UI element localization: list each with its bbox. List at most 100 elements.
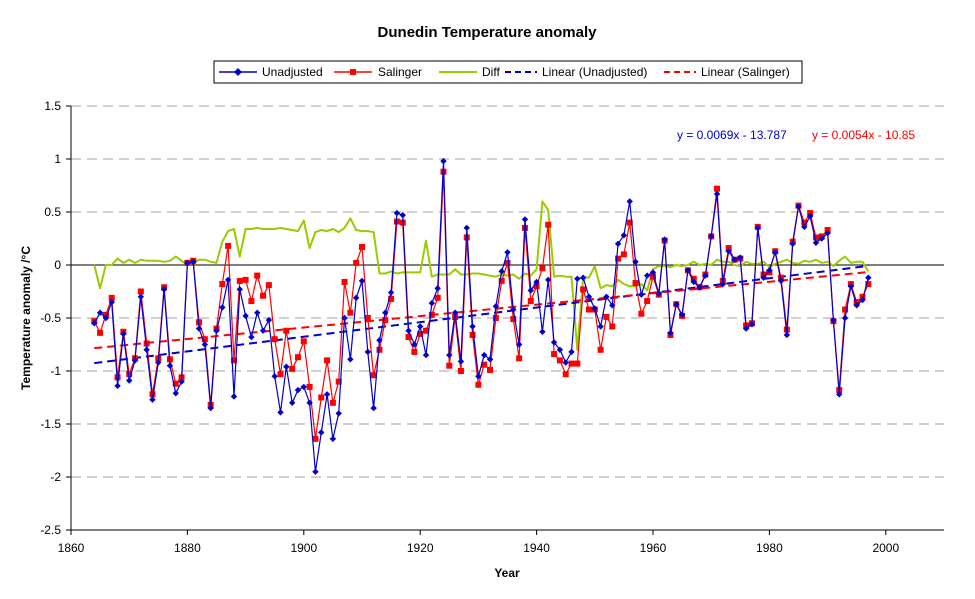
unadjusted-point (108, 298, 115, 306)
unadjusted-point (446, 351, 453, 359)
salinger-point (329, 399, 336, 406)
series-layer (91, 157, 872, 475)
salinger-point (615, 255, 622, 262)
unadjusted-point (818, 235, 825, 242)
unadjusted-point (731, 256, 738, 263)
salinger-point (230, 357, 237, 364)
unadjusted-point (131, 357, 139, 364)
x-tick-label: 2000 (872, 541, 899, 555)
salinger-point (510, 316, 517, 323)
unadjusted-point (393, 209, 401, 217)
legend: Unadjusted Salinger Diff Linear (Unadjus… (213, 60, 803, 84)
unadjusted-point (236, 286, 243, 293)
unadjusted-point (556, 346, 564, 353)
unadjusted-point (417, 323, 424, 330)
y-tick-label: -1 (50, 364, 61, 378)
unadjusted-point (469, 323, 476, 330)
unadjusted-point (387, 289, 395, 296)
unadjusted-point (335, 410, 342, 417)
legend-marker-diamond (234, 68, 242, 76)
gridlines (71, 105, 944, 478)
salinger-point (370, 372, 377, 379)
salinger-point (417, 330, 424, 337)
salinger-point (556, 357, 563, 364)
y-tick-label: 0.5 (44, 205, 61, 219)
unadjusted-point (329, 435, 337, 443)
unadjusted-point (481, 351, 488, 359)
unadjusted-point (632, 258, 639, 266)
unadjusted-point (649, 269, 657, 276)
unadjusted-point (411, 341, 418, 348)
unadjusted-point (708, 233, 715, 240)
y-tick-label: -2 (50, 470, 61, 484)
unadjusted-point (254, 309, 261, 316)
salinger-point (260, 292, 267, 299)
salinger-point (527, 298, 534, 305)
unadjusted-point (440, 157, 447, 165)
salinger-point (428, 311, 435, 318)
unadjusted-point (614, 240, 622, 247)
salinger-point (353, 259, 360, 266)
unadjusted-point (224, 276, 232, 284)
legend-entry-unadjusted: Unadjusted (219, 65, 323, 79)
salinger-point (626, 219, 633, 226)
unadjusted-point (748, 321, 756, 328)
salinger-point (585, 306, 592, 313)
salinger-point (347, 309, 354, 316)
unadjusted-point (486, 356, 494, 363)
unadjusted-point (306, 399, 313, 406)
unadjusted-point (271, 373, 278, 380)
unadjusted-point (283, 363, 290, 370)
unadjusted-point (713, 190, 721, 198)
legend-entry-linear-salinger: Linear (Salinger) (664, 65, 790, 79)
trend-line-unadjusted (94, 264, 869, 365)
salinger-point (597, 346, 604, 353)
unadjusted-point (824, 230, 831, 237)
unadjusted-point (568, 348, 575, 356)
salinger-point (97, 329, 104, 336)
salinger-point (335, 378, 342, 385)
unadjusted-point (859, 296, 866, 304)
unadjusted-point (300, 383, 307, 391)
y-tick-labels: 1.5 1 0.5 0 -0.5 -1 -1.5 -2 -2.5 (40, 99, 61, 537)
unadjusted-point (207, 404, 214, 412)
salinger-point (324, 357, 331, 364)
salinger-point (364, 315, 371, 321)
unadjusted-point (789, 240, 796, 247)
salinger-point (580, 286, 587, 293)
unadjusted-point (527, 287, 534, 294)
unadjusted-point (585, 293, 593, 300)
salinger-point (265, 282, 272, 289)
unadjusted-point (836, 391, 843, 398)
x-axis-label: Year (494, 566, 520, 580)
unadjusted-point (248, 333, 255, 341)
unadjusted-point (783, 331, 791, 339)
unadjusted-point (643, 272, 651, 279)
salinger-point (568, 360, 575, 367)
unadjusted-point (550, 339, 558, 346)
chart-title: Dunedin Temperature anomaly (378, 24, 598, 41)
unadjusted-point (149, 396, 156, 403)
unadjusted-point (265, 316, 273, 324)
unadjusted-point (806, 213, 814, 220)
unadjusted-point (591, 305, 598, 312)
y-tick-label: 1.5 (44, 99, 61, 113)
x-tick-label: 1920 (407, 541, 434, 555)
salinger-point (446, 362, 453, 369)
salinger-point (126, 371, 133, 378)
unadjusted-point (795, 203, 802, 210)
salinger-point (393, 218, 400, 225)
unadjusted-point (172, 390, 179, 397)
unadjusted-point (126, 377, 133, 384)
unadjusted-point (219, 304, 226, 311)
unadjusted-point (492, 303, 500, 310)
legend-label-linear-unadjusted: Linear (Unadjusted) (542, 65, 647, 79)
trend-equation-salinger: y = 0.0054x - 10.85 (812, 128, 915, 142)
unadjusted-point (684, 267, 692, 274)
salinger-point (359, 243, 365, 250)
salinger-point (225, 242, 232, 249)
unadjusted-point (696, 284, 703, 291)
unadjusted-point (347, 356, 354, 363)
salinger-point (498, 277, 505, 284)
unadjusted-point (463, 224, 470, 232)
